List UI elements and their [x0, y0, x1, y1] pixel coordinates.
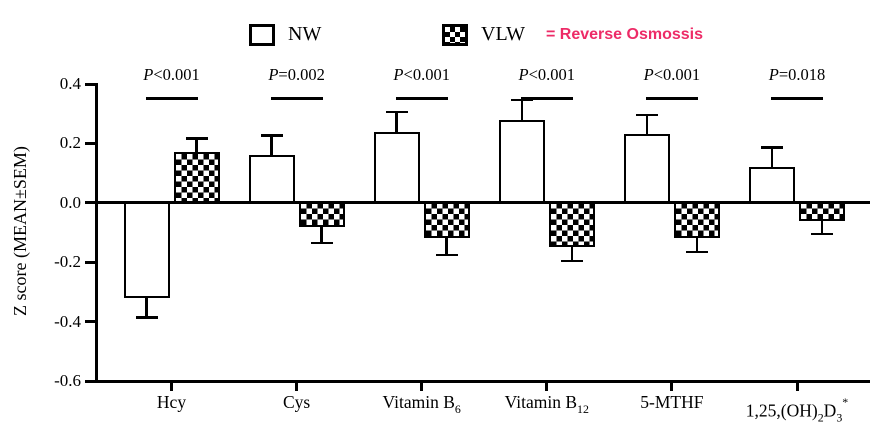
p-value-label-2: P<0.001	[393, 65, 450, 84]
bar-nw-4	[623, 134, 670, 205]
p-value-label-4: P<0.001	[643, 65, 701, 84]
bar-nw-3	[498, 119, 545, 205]
error-bar-line	[145, 297, 148, 319]
p-value-label-0: P<0.001	[143, 65, 200, 84]
zero-line	[95, 201, 870, 205]
y-tick-label: 0.4	[59, 74, 81, 93]
error-bar-cap	[761, 146, 783, 149]
y-tick-label: -0.6	[54, 371, 81, 390]
category-label-3: Vitamin B12	[504, 392, 589, 416]
legend-item-vlw: VLW	[442, 23, 525, 46]
error-bar-cap	[385, 110, 408, 114]
x-tick	[670, 382, 674, 391]
y-axis-line	[95, 82, 98, 383]
bar-nw-2	[373, 131, 420, 205]
bar-vlw-4	[673, 201, 720, 239]
y-tick	[85, 201, 95, 205]
error-bar-line	[320, 226, 323, 245]
y-tick	[85, 260, 95, 264]
error-bar-line	[445, 238, 448, 257]
x-tick	[295, 382, 299, 391]
bar-nw-5	[749, 167, 795, 205]
category-label-1: Cys	[282, 392, 311, 412]
vlw-checker-square-icon	[442, 23, 468, 46]
error-bar-line	[695, 238, 699, 254]
error-bar-line	[820, 220, 824, 236]
y-tick-label: 0.2	[59, 133, 81, 153]
x-tick	[545, 382, 549, 391]
error-bar-cap	[510, 98, 533, 102]
x-tick	[170, 382, 173, 391]
bar-vlw-1	[298, 201, 345, 227]
error-bar-cap	[685, 250, 708, 254]
category-label-5: 1,25,(OH)2D3*	[745, 395, 849, 425]
legend-item-nw: NW	[249, 23, 321, 46]
category-label-2: Vitamin B6	[382, 392, 461, 416]
p-value-label-1: P=0.002	[268, 65, 325, 84]
error-bar-cap	[811, 232, 833, 236]
x-axis-line	[95, 379, 870, 383]
error-bar-cap	[310, 241, 333, 245]
bar-nw-0	[123, 201, 170, 298]
nw-open-square-icon	[249, 23, 275, 46]
significance-bracket-4	[645, 97, 698, 100]
bar-nw-1	[248, 155, 295, 205]
error-bar-line	[270, 134, 273, 156]
y-tick-label: -0.2	[54, 252, 81, 272]
y-tick	[85, 141, 95, 145]
p-value-label-3: P<0.001	[518, 65, 576, 84]
error-bar-cap	[135, 316, 158, 319]
error-bar-cap	[435, 253, 458, 257]
error-bar-line	[520, 98, 524, 120]
error-bar-line	[770, 146, 774, 168]
y-tick-label: 0.0	[59, 192, 81, 212]
y-tick	[85, 82, 95, 86]
legend-label-nw: NW	[288, 23, 322, 45]
legend-label-vlw: VLW	[481, 23, 526, 45]
significance-bracket-0	[145, 97, 198, 100]
bar-vlw-2	[423, 201, 470, 239]
category-label-4: 5-MTHF	[640, 392, 704, 412]
bar-vlw-3	[548, 201, 595, 248]
reverse-osmosis-annotation: = Reverse Osmossis	[546, 26, 703, 43]
error-bar-cap	[560, 259, 583, 263]
error-bar-cap	[635, 113, 658, 117]
significance-bracket-2	[395, 97, 448, 100]
bar-vlw-0	[173, 152, 220, 205]
error-bar-cap	[185, 137, 208, 140]
error-bar-line	[395, 110, 398, 132]
significance-bracket-3	[520, 97, 573, 100]
x-tick	[795, 382, 799, 391]
significance-bracket-1	[270, 97, 323, 100]
error-bar-line	[645, 113, 649, 135]
p-value-label-5: P=0.018	[768, 65, 826, 84]
error-bar-line	[195, 137, 198, 153]
category-label-0: Hcy	[156, 392, 187, 412]
x-tick	[420, 382, 424, 391]
error-bar-line	[570, 247, 574, 263]
significance-bracket-5	[771, 97, 823, 100]
y-tick	[85, 320, 95, 324]
y-tick	[85, 379, 95, 383]
y-tick-label: -0.4	[54, 311, 81, 331]
error-bar-cap	[260, 134, 283, 137]
